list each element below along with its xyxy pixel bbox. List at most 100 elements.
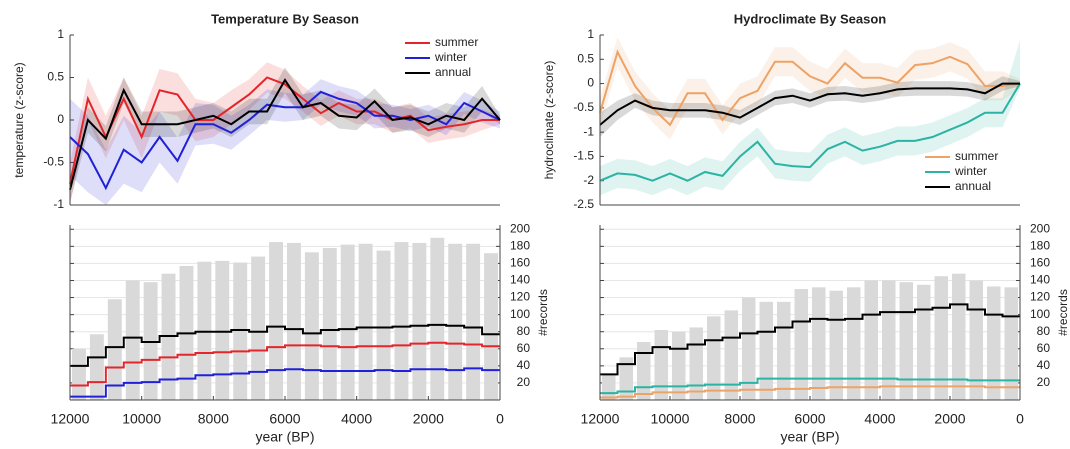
chart-title: Temperature By Season (211, 11, 359, 26)
bar (864, 280, 878, 400)
bar (89, 334, 104, 400)
y-tick-label: 200 (1030, 221, 1050, 235)
bar (602, 374, 616, 400)
bar (882, 280, 896, 400)
y-tick-label: 60 (1037, 341, 1051, 355)
x-tick-label: 2000 (413, 411, 444, 427)
bar (269, 242, 283, 400)
bar (466, 243, 481, 400)
y-tick-label: -1 (53, 197, 64, 211)
x-tick-label: 0 (496, 411, 504, 427)
x-tick-label: 6000 (269, 411, 300, 427)
y-tick-label: 20 (517, 375, 531, 389)
y-axis-label: hydroclimate (z-score) (542, 61, 556, 180)
uncertainty-band (70, 79, 500, 205)
y-tick-label: 0.5 (47, 70, 64, 84)
bar (917, 284, 931, 400)
step-line (70, 367, 500, 398)
bar (107, 299, 122, 400)
step-line (70, 323, 500, 367)
y-tick-label: 180 (510, 239, 530, 253)
bar (619, 357, 633, 400)
y-tick-label: 160 (1030, 256, 1050, 270)
y-tick-label: 60 (517, 341, 531, 355)
y-tick-label: -2 (583, 173, 594, 187)
bar (430, 237, 445, 400)
bar (72, 348, 86, 400)
bar (847, 287, 861, 400)
y-tick-label: 140 (510, 273, 530, 287)
bar (724, 310, 738, 400)
y-tick-label: 1 (57, 27, 64, 41)
y-tick-label: 40 (517, 358, 531, 372)
y-axis-label: #records (536, 289, 550, 336)
legend-label: winter (954, 164, 987, 178)
x-tick-label: 12000 (51, 411, 90, 427)
series-line (69, 78, 501, 190)
bar (125, 280, 140, 400)
x-tick-label: 0 (1016, 411, 1024, 427)
bar (322, 248, 337, 400)
y-tick-label: 120 (510, 290, 530, 304)
bar (952, 273, 966, 400)
x-axis-label: year (BP) (780, 429, 839, 445)
bar (689, 327, 703, 400)
bar (340, 244, 355, 400)
series-line (69, 90, 501, 191)
y-tick-label: 0 (587, 76, 594, 90)
bar (759, 301, 773, 400)
x-tick-label: 12000 (581, 411, 620, 427)
x-tick-label: 6000 (794, 411, 825, 427)
bar (829, 290, 843, 400)
bar (412, 242, 427, 400)
step-line (600, 303, 1020, 376)
x-tick-label: 8000 (198, 411, 229, 427)
bar (987, 286, 1001, 400)
y-tick-label: -0.5 (573, 100, 594, 114)
bar (794, 289, 808, 400)
y-tick-label: -2.5 (573, 197, 594, 211)
uncertainty-band (600, 39, 1020, 196)
y-tick-label: 180 (1030, 239, 1050, 253)
legend-label: annual (955, 179, 991, 193)
x-tick-label: 10000 (651, 411, 690, 427)
legend-label: summer (955, 149, 998, 163)
y-tick-label: -1.5 (573, 149, 594, 163)
bar (394, 242, 409, 400)
y-tick-label: 100 (1030, 307, 1050, 321)
bar (1004, 287, 1018, 400)
series-line (599, 83, 1021, 182)
y-tick-label: -1 (583, 124, 594, 138)
y-tick-label: 120 (1030, 290, 1050, 304)
y-tick-label: 0.5 (577, 51, 594, 65)
step-line (600, 377, 1020, 395)
bar (358, 243, 373, 400)
bar (376, 250, 391, 400)
bar (304, 252, 319, 400)
bar (654, 330, 668, 400)
x-axis-label: year (BP) (255, 429, 314, 445)
bar (637, 341, 651, 400)
y-tick-label: -0.5 (43, 155, 64, 169)
bar (287, 242, 301, 400)
y-tick-label: 80 (517, 324, 531, 338)
legend-label: winter (434, 50, 467, 64)
y-tick-label: 160 (510, 256, 530, 270)
uncertainty-band (70, 67, 500, 203)
y-tick-label: 100 (510, 307, 530, 321)
y-tick-label: 1 (587, 27, 594, 41)
x-tick-label: 4000 (864, 411, 895, 427)
bar (934, 276, 948, 400)
y-axis-label: temperature (z-score) (12, 62, 26, 177)
series-line (599, 82, 1020, 126)
series-line (69, 76, 500, 184)
chart-title: Hydroclimate By Season (734, 11, 887, 26)
bar (812, 287, 826, 400)
uncertainty-band (600, 76, 1020, 137)
legend-label: summer (435, 35, 478, 49)
bar (777, 301, 791, 400)
x-tick-label: 4000 (341, 411, 372, 427)
y-tick-label: 200 (510, 221, 530, 235)
bar (233, 262, 248, 400)
